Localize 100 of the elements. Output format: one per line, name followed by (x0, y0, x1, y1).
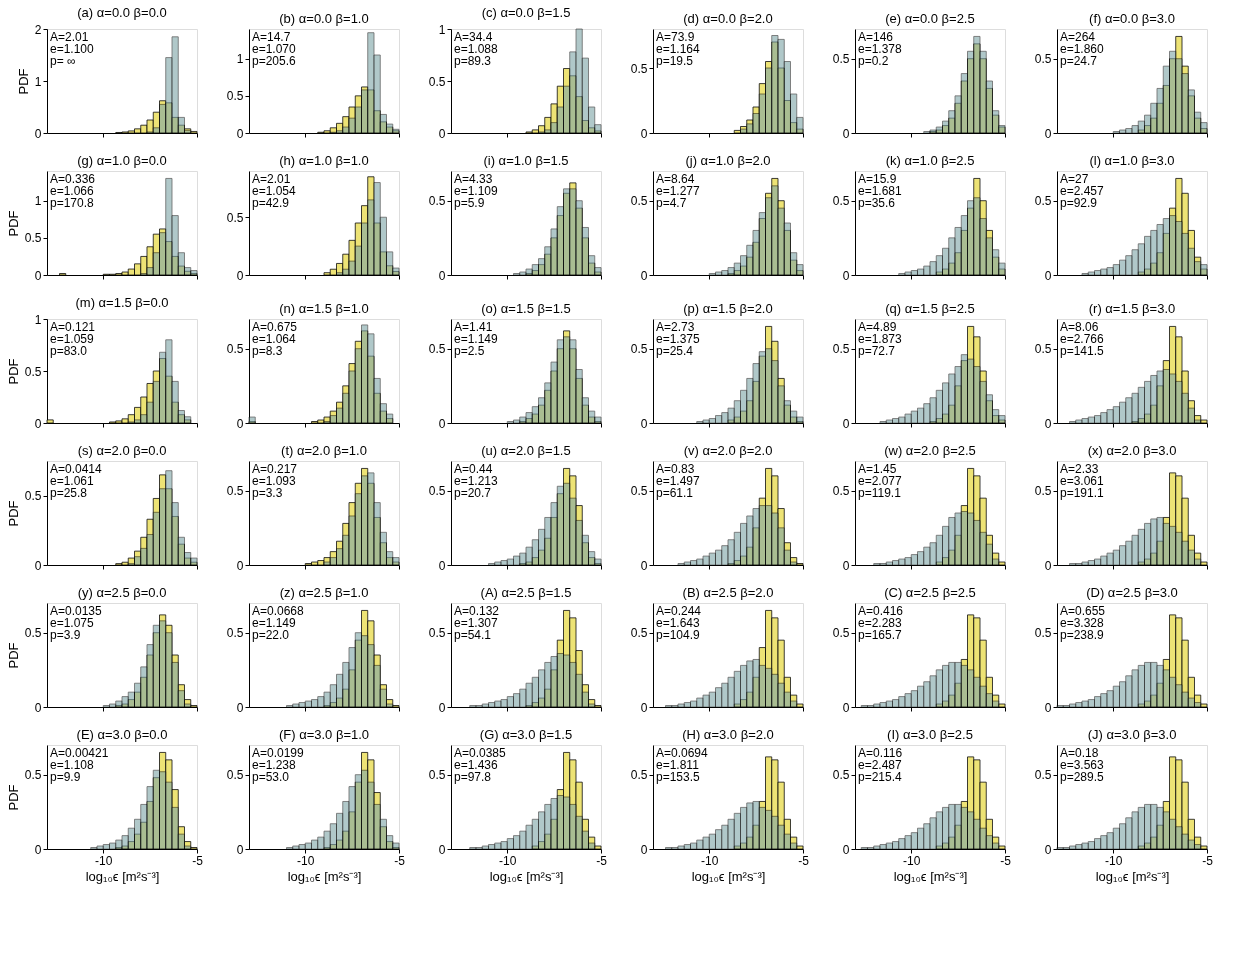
y-tick-label: 0.5 (832, 52, 850, 67)
annotation: A=8.64 (656, 172, 695, 186)
x-tick-label: -5 (192, 853, 204, 868)
annotation: A=0.675 (252, 320, 298, 334)
y-tick-label: 1 (438, 22, 446, 37)
x-tick-label: -10 (903, 853, 921, 868)
annotation: e=2.766 (1060, 332, 1105, 346)
y-tick-label: 0.5 (428, 342, 446, 357)
annotation: A=2.73 (656, 320, 695, 334)
annotation: e=2.457 (1060, 184, 1105, 198)
chart-title: (C) α=2.5 β=2.5 (884, 585, 976, 600)
annotation: e=2.283 (858, 616, 903, 630)
annotation: e=2.077 (858, 474, 903, 488)
annotation: p=119.1 (858, 486, 902, 500)
y-tick-label: 0.5 (24, 231, 42, 246)
chart-title: (E) α=3.0 β=0.0 (76, 727, 168, 742)
chart-title: (B) α=2.5 β=2.0 (682, 585, 774, 600)
annotation: A=2.01 (252, 172, 291, 186)
y-tick-label: 0 (438, 842, 446, 857)
annotation: A=73.9 (656, 30, 695, 44)
annotation: p= ∞ (50, 54, 76, 68)
x-tick-label: -10 (499, 853, 517, 868)
annotation: A=0.336 (50, 172, 96, 186)
annotation: p=3.9 (50, 628, 81, 642)
y-tick-label: 0 (236, 268, 244, 283)
annotation: A=0.0199 (252, 746, 305, 760)
annotation: e=1.811 (656, 758, 700, 772)
annotation: p=83.0 (50, 344, 88, 358)
chart-title: (g) α=1.0 β=0.0 (77, 153, 167, 168)
annotation: e=1.213 (454, 474, 499, 488)
chart-title: (r) α=1.5 β=3.0 (1088, 301, 1176, 316)
annotation: A=0.44 (454, 462, 493, 476)
annotation: p=165.7 (858, 628, 903, 642)
chart-title: (m) α=1.5 β=0.0 (75, 295, 169, 310)
y-axis-title: PDF (15, 68, 31, 95)
annotation: A=0.121 (50, 320, 96, 334)
y-axis-title: PDF (5, 210, 21, 237)
x-axis-title: log₁₀ϵ [m²s⁻³] (691, 868, 766, 884)
annotation: p=53.0 (252, 770, 290, 784)
chart-title: (t) α=2.0 β=1.0 (281, 443, 367, 458)
chart-title: (e) α=0.0 β=2.5 (885, 11, 975, 26)
annotation: p=54.1 (454, 628, 492, 642)
annotation: p=170.8 (50, 196, 95, 210)
x-axis-title: log₁₀ϵ [m²s⁻³] (287, 868, 362, 884)
y-tick-label: 0 (640, 416, 648, 431)
annotation: e=3.061 (1060, 474, 1105, 488)
chart-title: (I) α=3.0 β=2.5 (887, 727, 973, 742)
annotation: A=14.7 (252, 30, 291, 44)
annotation: A=0.0385 (454, 746, 507, 760)
chart-title: (u) α=2.0 β=1.5 (481, 443, 571, 458)
y-tick-label: 0 (1044, 268, 1052, 283)
y-tick-label: 0.5 (226, 484, 244, 499)
annotation: p=5.9 (454, 196, 485, 210)
annotation: e=2.487 (858, 758, 903, 772)
y-tick-label: 0 (34, 700, 42, 715)
x-tick-label: -5 (798, 853, 810, 868)
annotation: A=4.89 (858, 320, 897, 334)
y-tick-label: 0.5 (428, 768, 446, 783)
chart-title: (J) α=3.0 β=3.0 (1087, 727, 1177, 742)
annotation: p=25.8 (50, 486, 88, 500)
annotation: p=215.4 (858, 770, 903, 784)
y-tick-label: 0.5 (226, 210, 244, 225)
chart-title: (b) α=0.0 β=1.0 (279, 11, 369, 26)
annotation: e=1.070 (252, 42, 297, 56)
x-axis-title: log₁₀ϵ [m²s⁻³] (489, 868, 564, 884)
annotation: A=1.41 (454, 320, 493, 334)
x-tick-label: -5 (394, 853, 406, 868)
y-tick-label: 0.5 (832, 484, 850, 499)
annotation: A=15.9 (858, 172, 897, 186)
chart-title: (p) α=1.5 β=2.0 (683, 301, 773, 316)
x-tick-label: -5 (1000, 853, 1012, 868)
y-tick-label: 0 (34, 416, 42, 431)
annotation: p=191.1 (1060, 486, 1105, 500)
chart-title: (f) α=0.0 β=3.0 (1089, 11, 1175, 26)
annotation: A=4.33 (454, 172, 493, 186)
y-tick-label: 0 (640, 700, 648, 715)
x-tick-label: -10 (297, 853, 315, 868)
y-axis-title: PDF (5, 500, 21, 527)
y-tick-label: 0 (438, 416, 446, 431)
chart-title: (y) α=2.5 β=0.0 (77, 585, 167, 600)
annotation: p=0.2 (858, 54, 889, 68)
y-tick-label: 0.5 (1034, 52, 1052, 67)
annotation: A=146 (858, 30, 894, 44)
y-tick-label: 0.5 (226, 89, 244, 104)
annotation: e=1.061 (50, 474, 95, 488)
y-tick-label: 0 (842, 416, 850, 431)
x-tick-label: -10 (95, 853, 113, 868)
chart-title: (l) α=1.0 β=3.0 (1089, 153, 1175, 168)
annotation: A=0.116 (858, 746, 903, 760)
y-tick-label: 0.5 (226, 626, 244, 641)
annotation: p=2.5 (454, 344, 485, 358)
annotation: e=1.643 (656, 616, 701, 630)
x-axis-title: log₁₀ϵ [m²s⁻³] (1095, 868, 1170, 884)
y-tick-label: 0 (34, 842, 42, 857)
y-tick-label: 0.5 (226, 768, 244, 783)
annotation: e=1.066 (50, 184, 95, 198)
chart-title: (a) α=0.0 β=0.0 (77, 5, 167, 20)
annotation: A=0.00421 (50, 746, 109, 760)
chart-title: (c) α=0.0 β=1.5 (481, 5, 571, 20)
chart-title: (H) α=3.0 β=2.0 (682, 727, 774, 742)
